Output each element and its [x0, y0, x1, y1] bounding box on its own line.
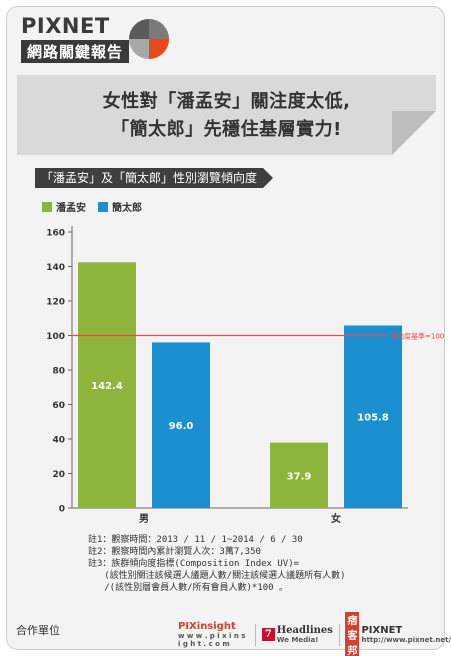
headline-line-1: 女性對「潘孟安」關注度太低,	[102, 91, 351, 112]
footnote-4: (該性別關注該候選人議題人數/關注該候選人議題所有人數)	[88, 571, 346, 581]
seven-mark: 7	[261, 628, 275, 641]
y-tick-label: 20	[52, 470, 65, 480]
brand-block: PIXNET 網路關鍵報告	[21, 14, 130, 63]
partners-label: 合作單位	[16, 624, 60, 637]
y-tick-label: 140	[46, 263, 65, 273]
pixinsight-url: w w w . p i x i n s i g h t . c o m	[178, 632, 246, 648]
partner-divider	[338, 623, 340, 646]
footnote-3: 註3：族群傾向度指標(Composition Index UV)=	[88, 559, 300, 569]
partner-divider	[255, 623, 256, 646]
brand-title: PIXNET	[21, 14, 110, 38]
pixnet-url: http://www.pixnet.net/	[361, 636, 451, 644]
headline-line-2: 「簡太郎」先穩住基層實力!	[111, 119, 342, 140]
legend-label-1: 簡太郎	[112, 201, 142, 214]
reference-label: 傾向度基準=100	[390, 332, 444, 341]
bar-0-0	[78, 262, 136, 508]
pie-logo-icon	[129, 19, 169, 59]
y-tick-label: 100	[46, 332, 65, 342]
brand-subtitle: 網路關鍵報告	[21, 40, 130, 63]
y-tick-label: 160	[46, 229, 65, 239]
we-media-tagline: We Media!	[276, 636, 319, 644]
y-tick-label: 80	[52, 367, 65, 377]
legend-label-0: 潘孟安	[56, 201, 86, 214]
footnotes: 註1：觀察時間：2013 / 11 / 1~2014 / 6 / 30 註2：觀…	[88, 534, 346, 594]
y-tick-label: 0	[59, 505, 65, 515]
seven-headlines-logo: 7 Headlines We Media!	[261, 625, 333, 644]
y-tick-label: 120	[46, 298, 65, 308]
footnote-5: /(該性別層會員人數/所有會員人數)*100 。	[88, 583, 289, 593]
footnote-1: 註1：觀察時間：2013 / 11 / 1~2014 / 6 / 30	[88, 535, 303, 545]
headlines-name: Headlines	[276, 625, 333, 636]
pixnet-name: PIXNET	[361, 625, 403, 636]
y-tick-label: 40	[52, 436, 65, 446]
bar-value-label: 105.8	[357, 413, 389, 424]
legend-swatch-1	[98, 202, 108, 212]
partner-logos: PIXinsight w w w . p i x i n s i g h t .…	[178, 612, 451, 656]
pixnet-logo: 痞客邦 PIXNET http://www.pixnet.net/	[345, 612, 451, 656]
x-category-label: 男	[139, 513, 149, 525]
bar-0-1	[152, 342, 210, 508]
bar-value-label: 37.9	[287, 471, 312, 482]
footnote-2: 註2：觀察時間內累計瀏覽人次：3萬7,350	[88, 547, 261, 557]
pixnet-blog-mark: 痞客邦	[345, 612, 360, 656]
bar-value-label: 142.4	[91, 381, 123, 392]
pixinsight-logo: PIXinsight w w w . p i x i n s i g h t .…	[178, 621, 249, 648]
bar-1-1	[344, 325, 402, 508]
chart-title: 「潘孟安」及「簡太郎」性別瀏覽傾向度	[35, 168, 274, 188]
y-tick-label: 60	[52, 401, 65, 411]
x-category-label: 女	[331, 512, 341, 525]
bar-1-0	[270, 442, 328, 508]
legend-swatch-0	[42, 202, 52, 212]
banner-fold-corner	[392, 111, 436, 155]
pixinsight-name: PIXinsight	[178, 621, 236, 632]
bar-value-label: 96.0	[169, 421, 194, 432]
headline-banner: 女性對「潘孟安」關注度太低, 「簡太郎」先穩住基層實力!	[17, 75, 436, 155]
